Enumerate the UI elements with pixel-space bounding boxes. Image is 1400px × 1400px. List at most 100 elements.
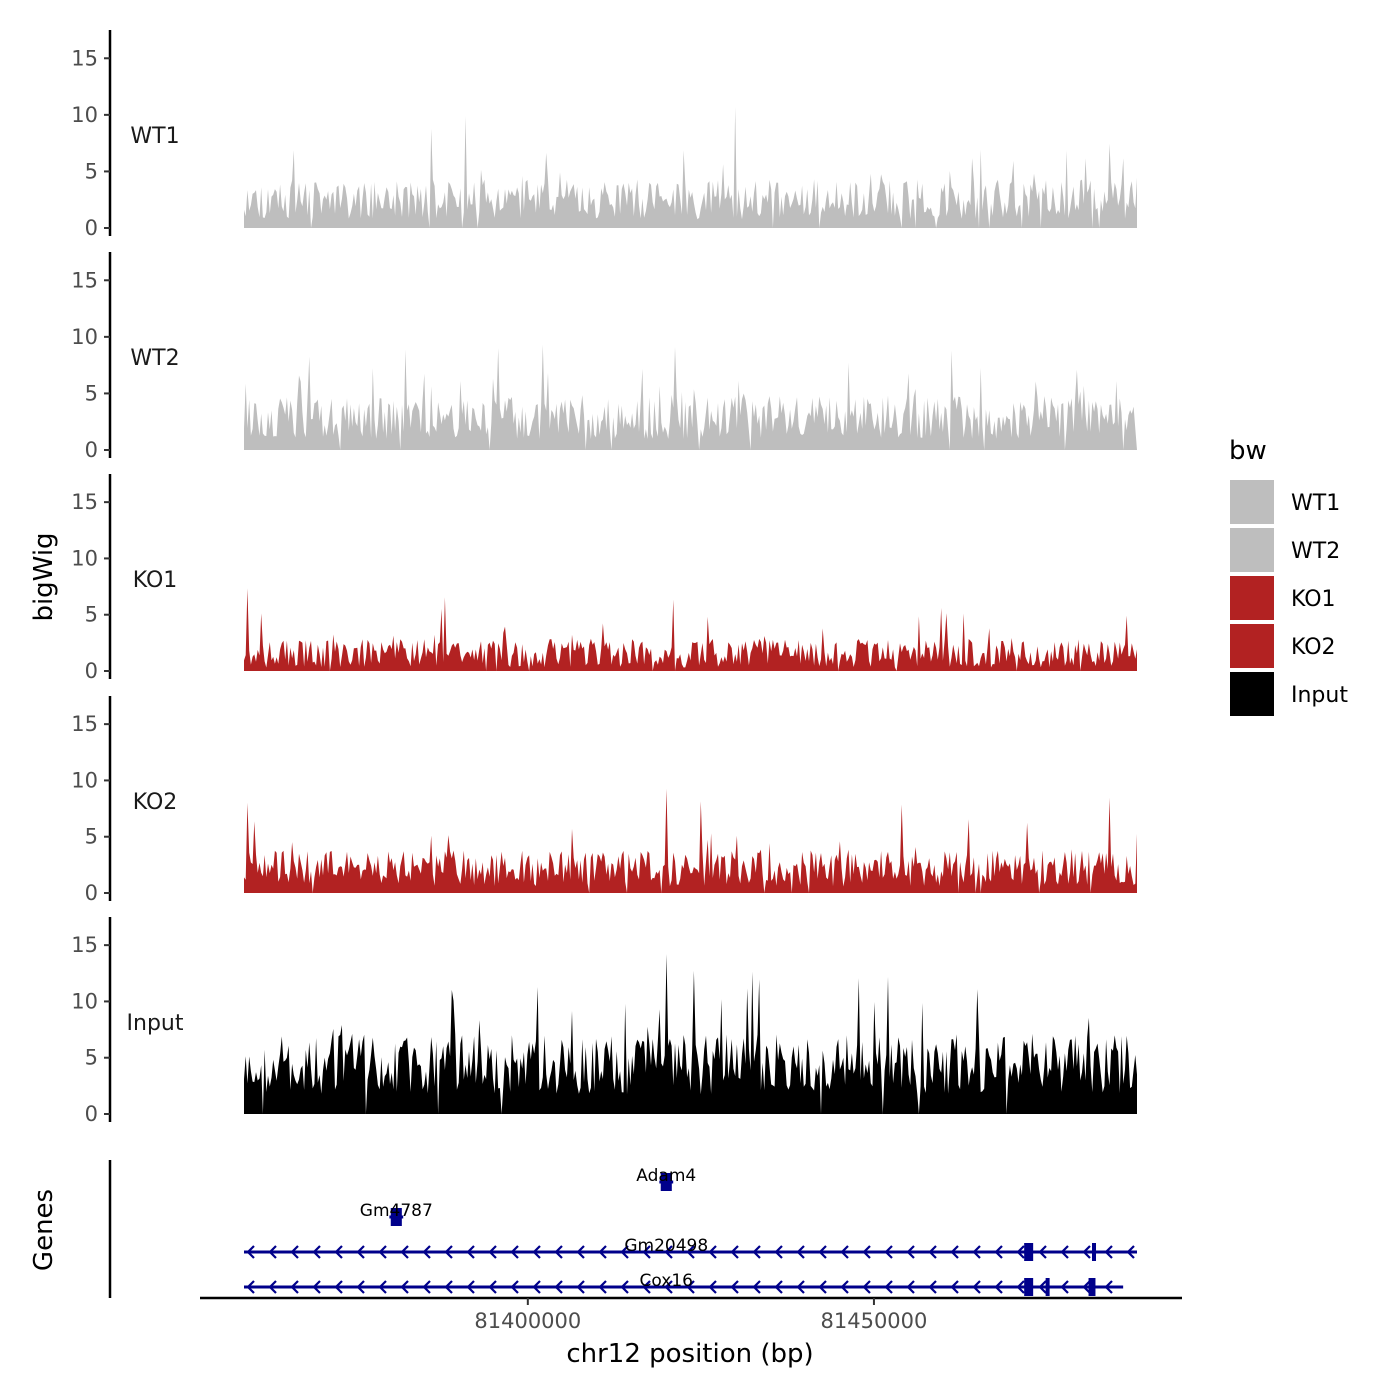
y-tick-label: 15 — [71, 933, 98, 957]
track-ko2: 0 5 10 15 — [71, 696, 1137, 905]
strand-arrow — [862, 1245, 871, 1259]
x-axis-title: chr12 position (bp) — [566, 1339, 813, 1369]
strand-arrow — [488, 1280, 497, 1294]
strand-arrow — [422, 1245, 431, 1259]
strand-arrow — [268, 1245, 277, 1259]
strand-arrow — [554, 1280, 563, 1294]
strand-arrow — [554, 1245, 563, 1259]
track-name-ko1: KO1 — [133, 568, 178, 593]
y-tick-label: 15 — [71, 46, 98, 70]
gene-gm20498: Gm20498 — [244, 1236, 1137, 1261]
strand-arrow — [576, 1280, 585, 1294]
strand-arrow — [1082, 1280, 1091, 1294]
strand-arrow — [686, 1245, 695, 1259]
strand-arrow — [576, 1245, 585, 1259]
strand-arrow — [246, 1280, 255, 1294]
strand-arrow — [730, 1245, 739, 1259]
exon-box — [660, 1173, 672, 1191]
strand-arrow — [532, 1280, 541, 1294]
y-tick-label: 0 — [85, 438, 98, 462]
legend-key-ko2 — [1230, 624, 1274, 668]
y-tick-label: 10 — [71, 546, 98, 570]
gene-label: Cox16 — [640, 1271, 693, 1291]
strand-arrow — [378, 1280, 387, 1294]
strand-arrow — [818, 1280, 827, 1294]
strand-arrow — [664, 1245, 673, 1259]
legend-key-wt2 — [1230, 528, 1274, 572]
strand-arrow — [730, 1280, 739, 1294]
strand-arrow — [752, 1280, 761, 1294]
y-tick-label: 15 — [71, 712, 98, 736]
legend-key-input — [1230, 672, 1274, 716]
track-name-labels: WT1 WT2 KO1 KO2 Input — [127, 124, 184, 1036]
strand-arrow — [620, 1280, 629, 1294]
strand-arrow — [466, 1280, 475, 1294]
legend-label-wt1: WT1 — [1291, 491, 1340, 516]
strand-arrow — [510, 1280, 519, 1294]
strand-arrow — [928, 1280, 937, 1294]
strand-arrow — [1060, 1245, 1069, 1259]
strand-arrow — [686, 1280, 695, 1294]
track-wt1: 0 5 10 15 — [71, 30, 1137, 240]
strand-arrow — [598, 1245, 607, 1259]
strand-arrow — [510, 1245, 519, 1259]
y-tick-label: 5 — [85, 1046, 98, 1070]
exon-box — [1045, 1278, 1050, 1296]
strand-arrow — [796, 1245, 805, 1259]
strand-arrow — [1060, 1280, 1069, 1294]
gene-cox16: Cox16 — [244, 1271, 1124, 1296]
track-input: 0 5 10 15 — [71, 917, 1137, 1126]
strand-arrow — [642, 1245, 651, 1259]
legend-key-ko1 — [1230, 576, 1274, 620]
strand-arrow — [950, 1245, 959, 1259]
strand-arrow — [972, 1280, 981, 1294]
strand-arrow — [444, 1280, 453, 1294]
strand-arrow — [312, 1245, 321, 1259]
gene-annotation-track: Adam4 Gm4787 Gm20498 Cox16 — [108, 1160, 1137, 1298]
strand-arrow — [642, 1280, 651, 1294]
exon-box — [390, 1208, 402, 1226]
strand-arrow — [422, 1280, 431, 1294]
legend-key-wt1 — [1230, 480, 1274, 524]
strand-arrow — [290, 1245, 299, 1259]
y-tick-label: 0 — [85, 216, 98, 240]
coverage-tracks: 0 5 10 15 0 5 10 15 0 5 10 15 0 5 10 15 0 5 10 15 — [71, 30, 1137, 1126]
strand-arrow — [400, 1280, 409, 1294]
strand-arrow — [1104, 1280, 1113, 1294]
exon-box — [1024, 1243, 1034, 1261]
y-tick-label: 0 — [85, 1102, 98, 1126]
y-tick-label: 5 — [85, 603, 98, 627]
genes-axis-title: Genes — [29, 1189, 59, 1271]
strand-arrow — [840, 1245, 849, 1259]
legend-label-ko1: KO1 — [1291, 587, 1336, 612]
y-tick-label: 10 — [71, 989, 98, 1013]
strand-arrow — [928, 1245, 937, 1259]
track-wt2: 0 5 10 15 — [71, 252, 1137, 462]
strand-arrow — [840, 1280, 849, 1294]
strand-arrow — [972, 1245, 981, 1259]
track-name-wt1: WT1 — [130, 124, 179, 149]
strand-arrow — [664, 1280, 673, 1294]
strand-arrow — [1038, 1280, 1047, 1294]
strand-arrow — [400, 1245, 409, 1259]
strand-arrow — [290, 1280, 299, 1294]
y-tick-label: 15 — [71, 268, 98, 292]
gene-label: Gm20498 — [624, 1236, 708, 1256]
y-tick-label: 15 — [71, 490, 98, 514]
gene-gm4787: Gm4787 — [360, 1201, 433, 1226]
strand-arrow — [884, 1280, 893, 1294]
strand-arrow — [488, 1245, 497, 1259]
strand-arrow — [1038, 1245, 1047, 1259]
strand-arrow — [906, 1245, 915, 1259]
strand-arrow — [1016, 1245, 1025, 1259]
strand-arrow — [444, 1245, 453, 1259]
strand-arrow — [356, 1245, 365, 1259]
track-name-input: Input — [127, 1011, 184, 1036]
gene-label: Gm4787 — [360, 1201, 433, 1221]
strand-arrow — [818, 1245, 827, 1259]
legend-title: bw — [1229, 436, 1267, 466]
strand-arrow — [246, 1245, 255, 1259]
strand-arrow — [334, 1280, 343, 1294]
strand-arrow — [356, 1280, 365, 1294]
